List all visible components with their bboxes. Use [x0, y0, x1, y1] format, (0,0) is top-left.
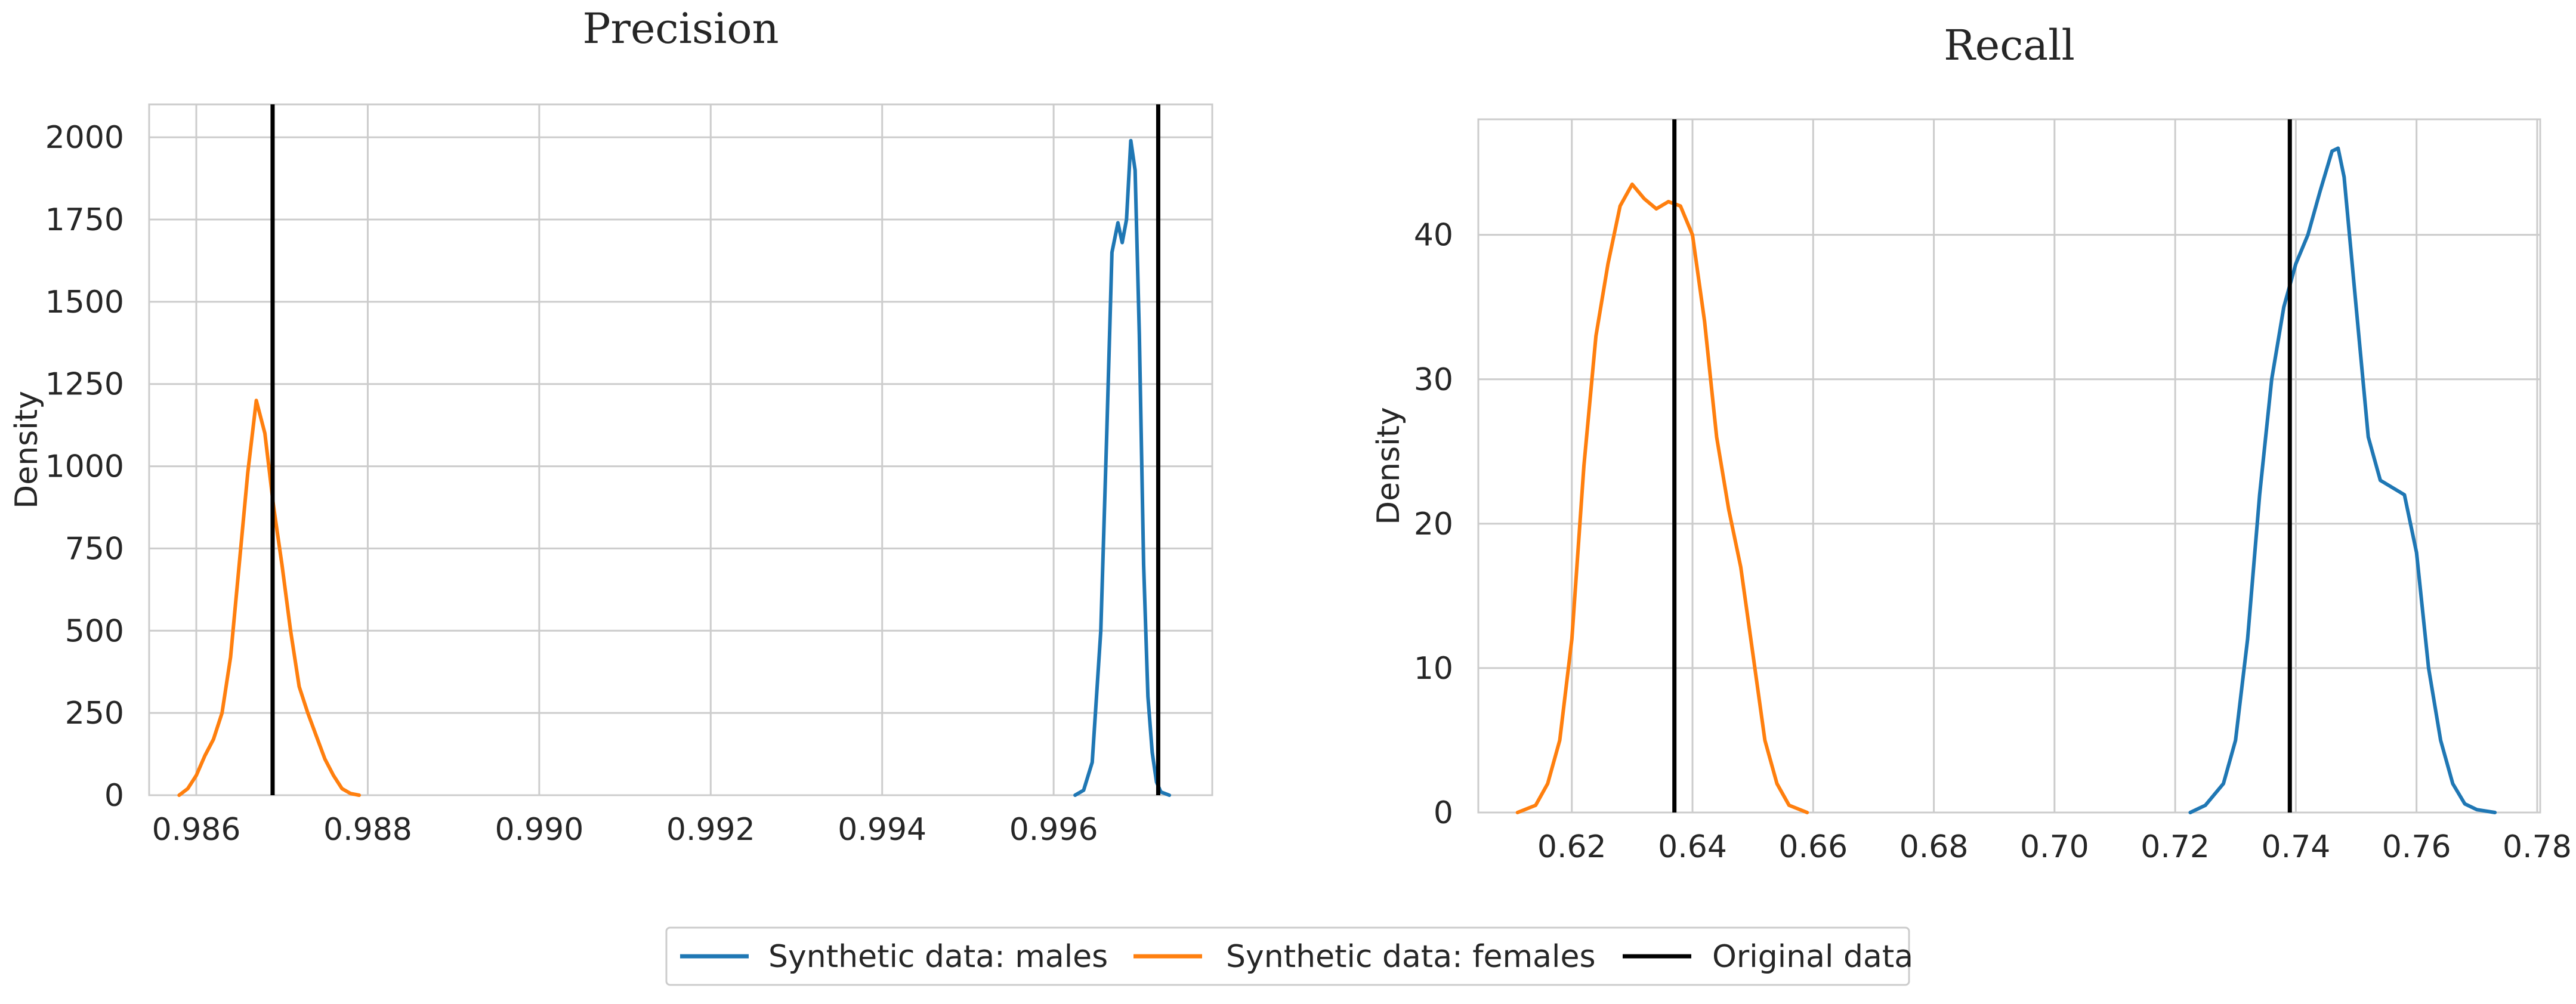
- precision-x-tick-label: 0.990: [495, 812, 583, 848]
- precision-y-tick-label: 0: [104, 778, 124, 814]
- precision-y-tick-label: 1750: [45, 202, 124, 238]
- legend-frame: [665, 926, 1910, 986]
- precision-y-tick-label: 500: [65, 613, 124, 649]
- recall-x-tick-label: 0.70: [2020, 829, 2089, 865]
- precision-x-tick-label: 0.994: [838, 812, 926, 848]
- recall-y-tick-label: 40: [1414, 218, 1453, 254]
- precision-title: Precision: [582, 4, 779, 53]
- recall-y-tick-label: 0: [1434, 795, 1453, 831]
- precision-x-tick-label: 0.992: [666, 812, 755, 848]
- legend-label-females: Synthetic data: females: [1226, 939, 1596, 975]
- precision-panel: 0.986 0.988 0.990 0.992 0.994 0.996 0 250 500 750…: [9, 4, 1213, 848]
- recall-x-tick-label: 0.68: [1899, 829, 1969, 865]
- precision-y-tick-label: 2000: [45, 120, 124, 156]
- precision-y-tick-label: 1250: [45, 367, 124, 403]
- recall-y-axis-label: Density: [1371, 407, 1407, 525]
- precision-density-curve-males: [1073, 138, 1172, 797]
- precision-x-tick-label: 0.986: [152, 812, 241, 848]
- recall-plot-frame: [1477, 118, 2541, 814]
- precision-y-tick-label: 1500: [45, 285, 124, 320]
- recall-panel: 0.62 0.64 0.66 0.68 0.70 0.72 0.74 0.76 0.78 0 10 2…: [1371, 21, 2572, 865]
- recall-x-tick-label: 0.62: [1537, 829, 1607, 865]
- legend-label-original: Original data: [1712, 939, 1913, 975]
- recall-y-tick-label: 20: [1414, 506, 1453, 542]
- legend: Synthetic data: males Synthetic data: fe…: [665, 926, 1913, 986]
- recall-x-tick-label: 0.78: [2503, 829, 2572, 865]
- recall-density-curve-males: [2188, 146, 2497, 814]
- recall-x-tick-label: 0.72: [2141, 829, 2210, 865]
- precision-y-tick-label: 1000: [45, 449, 124, 485]
- recall-x-tick-label: 0.64: [1658, 829, 1727, 865]
- precision-density-curve-females: [177, 398, 362, 797]
- recall-x-tick-label: 0.74: [2262, 829, 2331, 865]
- precision-x-tick-label: 0.996: [1009, 812, 1098, 848]
- recall-y-tick-label: 10: [1414, 651, 1453, 687]
- recall-y-tick-label: 30: [1414, 362, 1453, 398]
- precision-y-tick-label: 750: [65, 531, 124, 567]
- legend-label-males: Synthetic data: males: [768, 939, 1108, 975]
- precision-y-tick-label: 250: [65, 696, 124, 731]
- recall-x-tick-label: 0.76: [2382, 829, 2451, 865]
- precision-x-tick-label: 0.988: [323, 812, 412, 848]
- precision-y-axis-label: Density: [9, 391, 45, 509]
- recall-title: Recall: [1944, 21, 2075, 70]
- precision-plot-frame: [148, 103, 1213, 796]
- recall-x-tick-label: 0.66: [1778, 829, 1848, 865]
- recall-density-curve-females: [1515, 182, 1809, 814]
